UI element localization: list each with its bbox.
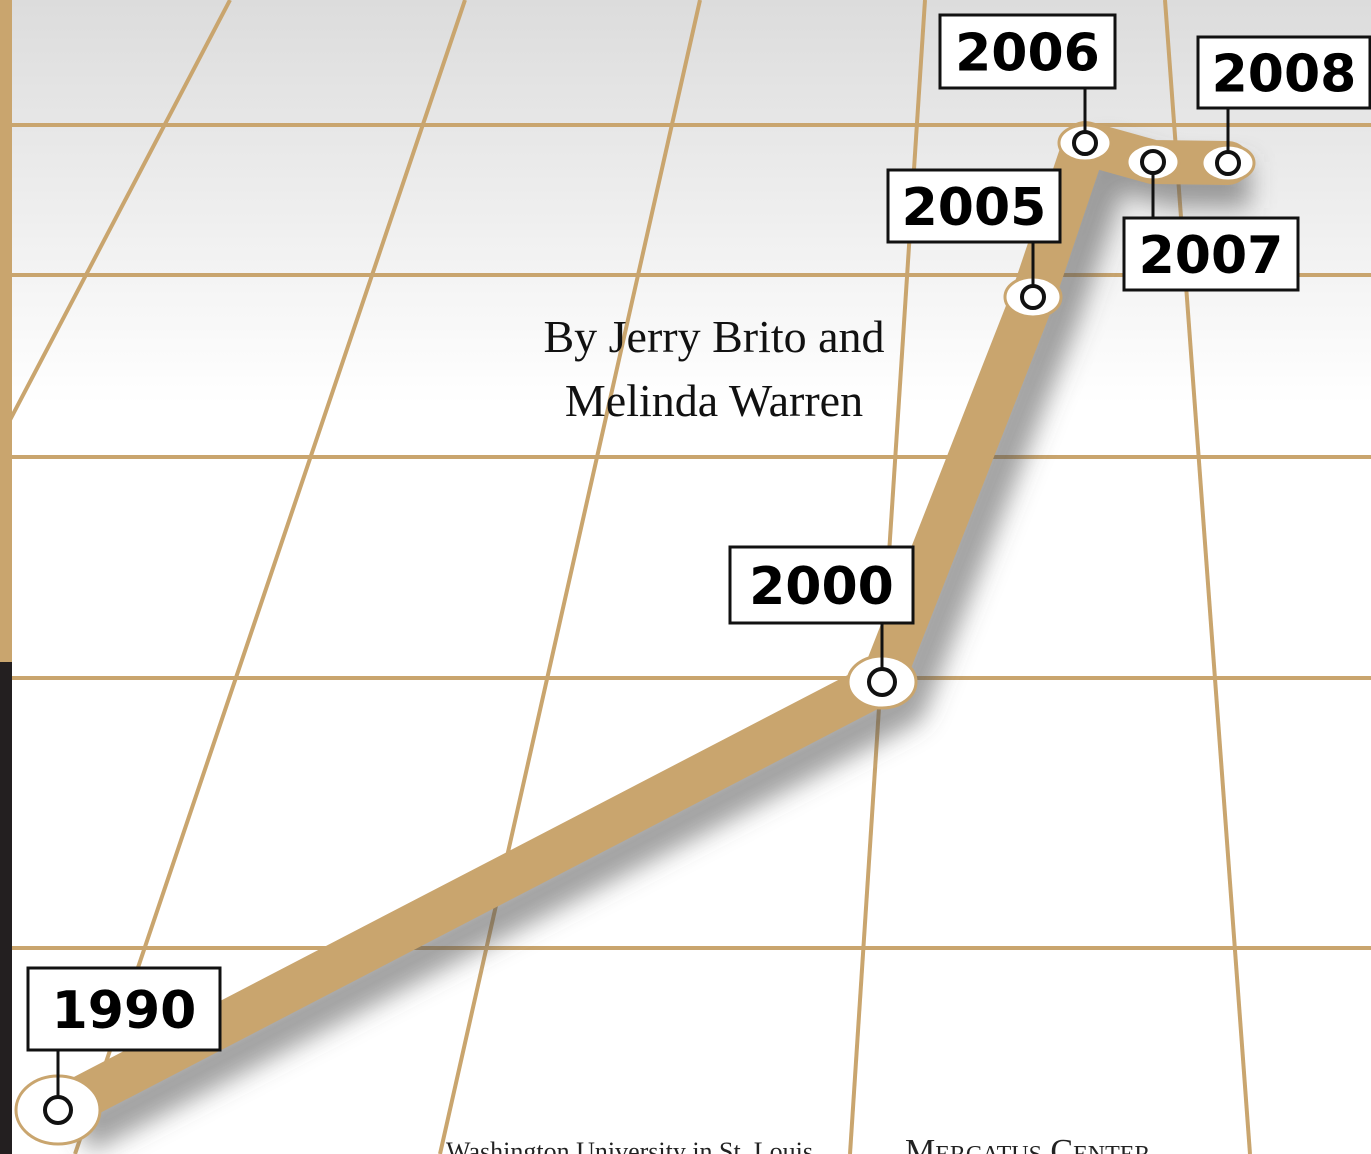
label-box (1196, 35, 1371, 110)
label-box (26, 966, 222, 1052)
marker-dot (1215, 150, 1241, 176)
year-label: 1990 (52, 981, 197, 1041)
label-box (938, 13, 1117, 90)
marker-dot (867, 667, 897, 697)
label-box (1122, 216, 1300, 292)
footer-left: Washington University in St. Louis (446, 1137, 813, 1154)
marker-dot (1072, 130, 1098, 156)
byline: By Jerry Brito and (543, 311, 884, 362)
label-box (728, 545, 915, 625)
marker-dot (1020, 284, 1046, 310)
year-label: 2005 (902, 178, 1047, 238)
year-label: 2006 (955, 24, 1100, 84)
footer-right: Mercatus Center (905, 1133, 1150, 1154)
byline: Melinda Warren (565, 375, 863, 426)
label-box (886, 168, 1062, 244)
year-label: 2007 (1139, 226, 1284, 286)
edge-strip (0, 0, 12, 662)
year-label: 2000 (749, 557, 894, 617)
timeline: 1990 2000 2005 2006 2007 2008 (14, 13, 1371, 1153)
marker-dot (43, 1095, 73, 1125)
marker-dot (1140, 149, 1166, 175)
edge-strip (0, 662, 12, 1154)
year-label: 2008 (1212, 45, 1357, 105)
